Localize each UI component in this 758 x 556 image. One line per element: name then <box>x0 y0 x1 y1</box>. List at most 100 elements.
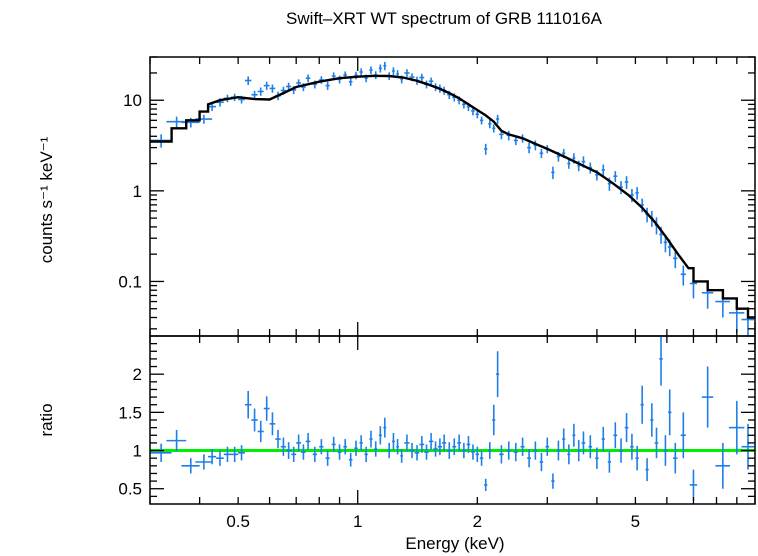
ratio-point <box>325 450 330 466</box>
ratio-point <box>383 417 387 438</box>
ratio-point <box>166 429 187 452</box>
spectrum-point <box>305 74 311 83</box>
ratio-point <box>291 446 297 462</box>
spectrum-point <box>325 81 330 90</box>
ratio-point <box>601 426 605 452</box>
ratio-point <box>409 442 415 459</box>
ratio-point <box>741 423 755 470</box>
ratio-point <box>588 435 593 459</box>
spectrum-point <box>635 187 639 200</box>
ratio-point <box>645 458 649 482</box>
spectrum-point <box>567 158 571 169</box>
spectrum-point <box>257 87 264 96</box>
x-tick-label: 0.5 <box>226 512 250 531</box>
ratio-point <box>442 434 447 452</box>
ratio-point <box>257 420 264 443</box>
ratio-point <box>364 446 368 462</box>
ratio-point <box>471 444 475 460</box>
ratio-point <box>433 441 438 457</box>
model-step-line <box>150 74 755 319</box>
spectrum-point <box>428 77 434 86</box>
ratio-point <box>437 438 443 456</box>
ratio-point <box>400 449 403 463</box>
spectrum-point <box>251 90 258 100</box>
ratio-point <box>527 449 532 468</box>
spectrum-point <box>195 114 213 124</box>
ratio-point <box>475 446 480 462</box>
spectrum-point <box>348 77 353 86</box>
spectrum-point <box>680 265 686 286</box>
ratio-point <box>150 443 172 462</box>
spectrum-point <box>601 164 605 177</box>
ratio-point <box>484 478 488 492</box>
ratio-point <box>263 396 270 421</box>
spectrum-y-tick-label: 10 <box>123 91 142 110</box>
ratio-point <box>359 435 363 451</box>
ratio-point <box>640 385 644 424</box>
ratio-point <box>223 446 232 462</box>
ratio-y-tick-label: 1 <box>133 442 142 461</box>
ratio-point <box>195 454 213 470</box>
x-tick-label: 2 <box>473 512 482 531</box>
ratio-point <box>577 439 581 462</box>
ratio-point <box>533 441 538 460</box>
ratio-point <box>348 452 353 467</box>
ratio-point <box>715 442 730 489</box>
ratio-point <box>369 430 373 448</box>
ratio-point <box>231 446 239 462</box>
ratio-point <box>607 451 611 473</box>
ratio-point <box>208 449 217 465</box>
spectrum-data-layer <box>150 61 755 336</box>
ratio-point <box>663 435 668 466</box>
spectrum-point <box>496 114 500 124</box>
ratio-point <box>567 444 571 465</box>
spectrum-point <box>484 143 488 155</box>
ratio-y-tick-label: 0.5 <box>118 480 142 499</box>
spectrum-point <box>286 82 292 91</box>
spectrum-point <box>244 76 252 86</box>
ratio-point <box>374 441 378 457</box>
spectrum-point <box>378 64 382 73</box>
ratio-point <box>630 433 634 460</box>
ratio-point <box>551 473 555 489</box>
spectrum-point <box>513 136 518 146</box>
spectrum-ticks: 0.1 1 10 <box>118 56 756 336</box>
ratio-point <box>447 442 452 459</box>
ratio-point <box>404 434 410 452</box>
ratio-point <box>419 436 425 453</box>
ratio-point <box>280 437 287 456</box>
spectrum-point <box>383 61 387 71</box>
ratio-point <box>319 439 324 455</box>
ratio-point <box>461 442 466 459</box>
spectrum-y-tick-label: 0.1 <box>118 272 142 291</box>
ratio-point <box>275 429 281 449</box>
ratio-point <box>424 444 429 460</box>
ratio-point <box>296 434 302 452</box>
ratio-point <box>673 442 678 474</box>
ratio-data-layer <box>150 336 755 501</box>
ratio-point <box>496 351 500 398</box>
ratio-point <box>452 438 457 456</box>
ratio-point <box>305 432 311 450</box>
ratio-y-tick-label: 2 <box>133 365 142 384</box>
ratio-point <box>506 441 511 460</box>
ratio-point <box>387 442 391 459</box>
x-axis-label: Energy (keV) <box>405 534 504 553</box>
ratio-point <box>659 336 663 386</box>
ratio-point <box>181 458 200 474</box>
ratio-point <box>581 431 586 455</box>
ratio-point <box>337 444 342 460</box>
ratio-point <box>301 444 306 460</box>
ratio-point <box>562 428 566 450</box>
ratio-point <box>286 442 292 459</box>
ratio-point <box>595 447 599 469</box>
ratio-point <box>392 432 395 450</box>
ratio-point <box>613 422 618 449</box>
ratio-point <box>428 432 434 450</box>
ratio-point <box>492 404 496 436</box>
ratio-y-axis-label: ratio <box>37 403 56 436</box>
ratio-point <box>635 445 639 471</box>
spectrum-point <box>354 71 358 80</box>
spectrum-point <box>673 250 678 269</box>
ratio-point <box>650 403 654 437</box>
